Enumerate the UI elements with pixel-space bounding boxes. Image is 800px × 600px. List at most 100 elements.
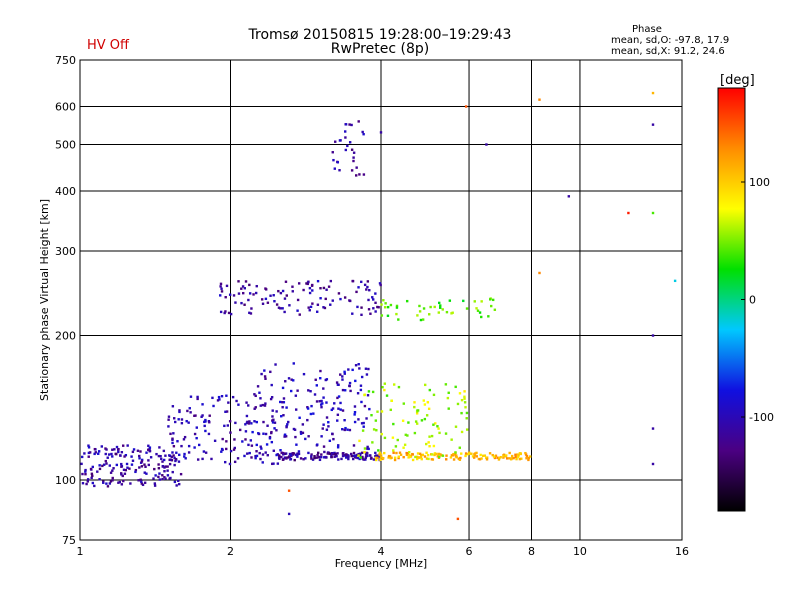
scatter-point [271,415,274,418]
scatter-point [407,456,410,459]
scatter-point [368,454,372,457]
scatter-point [283,456,287,459]
scatter-point [178,409,181,412]
scatter-point [296,455,299,458]
phase-x-stats: mean, sd,X: 91.2, 24.6 [611,46,725,57]
scatter-point [336,161,340,164]
scatter-point [362,458,365,461]
scatter-point [465,307,469,310]
scatter-point [219,310,223,314]
scatter-point [348,381,352,385]
scatter-point [352,457,355,461]
scatter-point [337,292,341,295]
outlier-point [651,334,655,337]
scatter-point [166,474,170,477]
scatter-point [365,288,368,291]
scatter-point [264,287,267,290]
scatter-point [306,281,310,284]
scatter-point [245,401,248,404]
scatter-point [336,396,339,400]
scatter-point [228,462,232,466]
scatter-point [308,286,312,290]
scatter-point [262,432,265,435]
scatter-point [231,395,235,399]
scatter-point [426,453,430,457]
scatter-point [337,444,340,447]
scatter-point [402,446,405,449]
scatter-point [380,314,384,317]
scatter-point [458,446,461,449]
scatter-point [320,435,323,438]
scatter-point [287,377,291,380]
scatter-point [445,458,448,461]
scatter-point [158,472,161,475]
scatter-point [414,420,418,423]
scatter-point [378,451,382,455]
scatter-point [210,457,213,461]
scatter-point [478,458,482,461]
scatter-point [201,457,204,461]
scatter-point [396,438,399,442]
scatter-point [141,483,145,487]
scatter-point [359,384,363,387]
scatter-point [250,456,253,459]
scatter-point [259,445,262,448]
scatter-point [228,293,232,296]
scatter-point [203,424,206,428]
scatter-point [272,418,275,421]
scatter-point [281,458,285,461]
scatter-point [236,457,240,460]
scatter-point [425,457,429,460]
scatter-point [278,455,281,459]
scatter-point [362,425,365,428]
scatter-point [244,423,247,426]
scatter-point [433,305,436,309]
scatter-point [340,457,343,461]
scatter-point [359,456,362,459]
scatter-point [278,457,281,460]
scatter-point [162,458,166,462]
scatter-point [235,399,238,403]
scatter-point [334,452,337,456]
scatter-point [260,372,263,376]
scatter-point [245,421,249,425]
scatter-point [120,473,123,476]
scatter-point [237,403,240,406]
scatter-point [148,446,152,449]
scatter-point [395,312,398,316]
scatter-point [371,441,374,444]
scatter-point [269,370,272,374]
scatter-point [456,402,460,406]
scatter-point [175,451,178,454]
scatter-point [397,385,401,389]
scatter-point [90,472,94,475]
scatter-point [380,455,383,459]
scatter-point [269,397,273,401]
scatter-point [174,459,177,463]
scatter-point [357,454,360,457]
scatter-point [427,407,431,410]
scatter-point [196,397,199,401]
scatter-point [402,455,405,459]
scatter-point [117,450,120,454]
scatter-point [279,400,282,404]
scatter-point [367,308,371,311]
scatter-point [248,292,252,295]
scatter-point [315,310,319,313]
scatter-point [105,448,108,451]
scatter-point [120,465,123,468]
scatter-point [125,462,129,466]
scatter-point [355,290,358,294]
scatter-point [322,306,325,309]
scatter-point [435,452,438,456]
scatter-point [102,480,105,483]
scatter-point [349,452,353,456]
scatter-point [525,454,529,458]
scatter-point [281,406,284,409]
scatter-point [296,452,299,455]
scatter-point [299,430,303,434]
grid-lines [80,60,682,540]
scatter-point [516,455,520,459]
scatter-point [341,388,345,392]
scatter-point [395,306,399,309]
